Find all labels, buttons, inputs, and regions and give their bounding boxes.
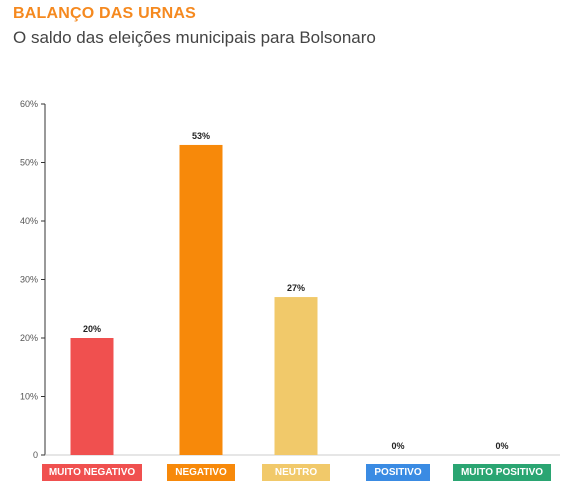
y-tick-label: 40% — [20, 216, 38, 226]
data-label-0: 20% — [83, 324, 101, 334]
category-label-1: NEGATIVO — [167, 464, 235, 481]
bar-2 — [274, 297, 318, 455]
data-label-4: 0% — [495, 441, 508, 451]
category-label-0: MUITO NEGATIVO — [42, 464, 142, 481]
data-label-3: 0% — [391, 441, 404, 451]
y-tick-label: 50% — [20, 158, 38, 168]
y-tick-label: 30% — [20, 275, 38, 285]
data-label-1: 53% — [192, 131, 210, 141]
bar-0 — [70, 338, 114, 455]
y-tick-label: 20% — [20, 333, 38, 343]
category-label-2: NEUTRO — [262, 464, 330, 481]
chart-kicker: BALANÇO DAS URNAS — [13, 5, 196, 22]
data-label-2: 27% — [287, 283, 305, 293]
category-label-3: POSITIVO — [366, 464, 430, 481]
category-label-4: MUITO POSITIVO — [453, 464, 551, 481]
chart-headline: O saldo das eleições municipais para Bol… — [13, 28, 376, 47]
bar-1 — [179, 144, 223, 455]
y-tick-label: 60% — [20, 99, 38, 109]
y-tick-label: 10% — [20, 392, 38, 402]
y-tick-label: 0 — [33, 450, 38, 460]
